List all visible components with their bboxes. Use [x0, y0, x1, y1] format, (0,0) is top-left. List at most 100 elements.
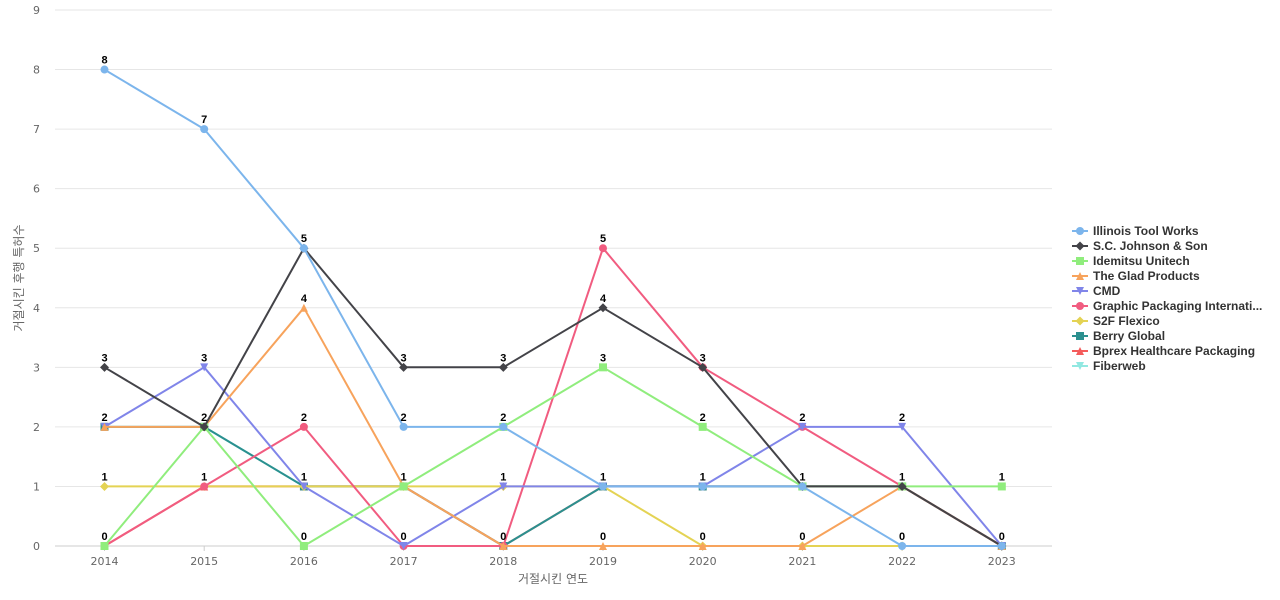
data-label: 0 — [700, 531, 706, 543]
data-label: 2 — [301, 412, 307, 424]
data-point — [698, 542, 707, 550]
legend-marker — [1075, 241, 1085, 251]
x-tick-label: 2017 — [390, 555, 418, 568]
legend-label: Berry Global — [1093, 329, 1165, 343]
legend-label: Illinois Tool Works — [1093, 224, 1199, 238]
y-tick-label: 9 — [33, 4, 40, 17]
data-label: 1 — [401, 471, 407, 483]
y-tick-label: 3 — [33, 361, 40, 374]
data-point — [997, 542, 1006, 550]
data-label: 1 — [999, 471, 1005, 483]
legend-label: Graphic Packaging Internati... — [1093, 299, 1262, 313]
data-label: 2 — [500, 412, 506, 424]
data-point — [499, 482, 508, 491]
data-point — [399, 482, 408, 491]
data-label: 1 — [600, 471, 606, 483]
x-tick-label: 2015 — [190, 555, 218, 568]
data-label: 3 — [600, 352, 606, 364]
y-tick-label: 8 — [33, 64, 40, 77]
data-label: 1 — [101, 471, 107, 483]
data-label: 4 — [600, 293, 607, 305]
legend-label: S.C. Johnson & Son — [1093, 239, 1208, 253]
data-point — [598, 303, 608, 313]
legend-marker — [1076, 227, 1084, 235]
legend-label: The Glad Products — [1093, 269, 1200, 283]
data-point — [698, 362, 708, 372]
y-tick-label: 6 — [33, 183, 40, 196]
legend-label: Bprex Healthcare Packaging — [1093, 344, 1255, 358]
legend-label: Idemitsu Unitech — [1093, 254, 1190, 268]
data-label: 3 — [700, 352, 706, 364]
data-point — [798, 482, 807, 491]
data-label: 0 — [301, 531, 307, 543]
data-point — [698, 422, 707, 431]
x-tick-label: 2019 — [589, 555, 617, 568]
legend-marker — [1076, 272, 1084, 280]
data-label: 1 — [201, 471, 207, 483]
data-label: 3 — [401, 352, 407, 364]
data-point — [898, 542, 907, 550]
data-point — [599, 482, 607, 491]
y-tick-label: 1 — [33, 480, 40, 493]
legend-marker — [1075, 316, 1085, 326]
legend-item: S.C. Johnson & Son — [1072, 239, 1208, 253]
data-label: 0 — [999, 531, 1005, 543]
data-point — [898, 422, 907, 431]
data-label: 5 — [301, 233, 307, 245]
data-label: 0 — [799, 531, 805, 543]
data-point — [599, 244, 607, 253]
data-label: 2 — [700, 412, 706, 424]
data-label: 2 — [201, 412, 207, 424]
legend-marker — [1076, 287, 1084, 295]
legend-marker — [1076, 302, 1084, 310]
data-label: 0 — [600, 531, 606, 543]
data-label: 0 — [500, 531, 506, 543]
data-point — [299, 542, 308, 550]
data-point — [498, 362, 508, 372]
data-label: 0 — [101, 531, 107, 543]
x-tick-label: 2018 — [489, 555, 517, 568]
data-label: 3 — [500, 352, 506, 364]
data-label: 0 — [401, 531, 407, 543]
legend-label: Fiberweb — [1093, 359, 1146, 373]
data-point — [698, 482, 707, 491]
legend-label: CMD — [1093, 284, 1121, 298]
data-label: 1 — [500, 471, 506, 483]
x-axis-title: 거절시킨 연도 — [518, 572, 588, 586]
y-tick-label: 4 — [33, 302, 40, 315]
legend-marker — [1076, 332, 1084, 340]
series-line — [103, 68, 1003, 547]
data-point — [399, 542, 408, 550]
y-tick-label: 7 — [33, 123, 40, 136]
data-point — [897, 481, 907, 491]
data-point — [599, 363, 607, 372]
data-point — [997, 482, 1006, 491]
series-lines — [100, 65, 1007, 551]
x-tick-label: 2022 — [888, 555, 916, 568]
legend-label: S2F Flexico — [1093, 314, 1160, 328]
data-label: 1 — [700, 471, 706, 483]
x-tick-label: 2014 — [91, 555, 119, 568]
data-point — [399, 362, 409, 372]
y-axis: 0 1 2 3 4 5 6 7 8 9 — [33, 4, 40, 553]
data-label: 2 — [899, 412, 905, 424]
data-point — [399, 422, 408, 431]
y-tick-label: 0 — [33, 540, 40, 553]
data-point — [200, 125, 209, 134]
legend-item: Bprex Healthcare Packaging — [1072, 344, 1255, 358]
data-point — [200, 482, 209, 491]
data-label: 4 — [301, 293, 308, 305]
legend-item: Idemitsu Unitech — [1072, 254, 1190, 268]
x-tick-label: 2023 — [988, 555, 1016, 568]
data-label: 1 — [899, 471, 905, 483]
data-point — [798, 542, 807, 550]
data-point — [499, 542, 508, 550]
data-point — [299, 482, 308, 491]
data-point — [100, 362, 109, 372]
data-point — [798, 422, 807, 431]
legend-marker — [1076, 362, 1084, 370]
data-labels: 8 3 2 1 0 7 3 2 1 5 4 2 1 0 3 2 1 0 3 2 1 0 5 4 3 1 0 3 2 1 0 2 1 0 2 1 0 1 0 — [101, 55, 1004, 543]
data-label: 3 — [201, 352, 207, 364]
series-0 — [100, 65, 1006, 550]
series-line — [103, 247, 1003, 547]
